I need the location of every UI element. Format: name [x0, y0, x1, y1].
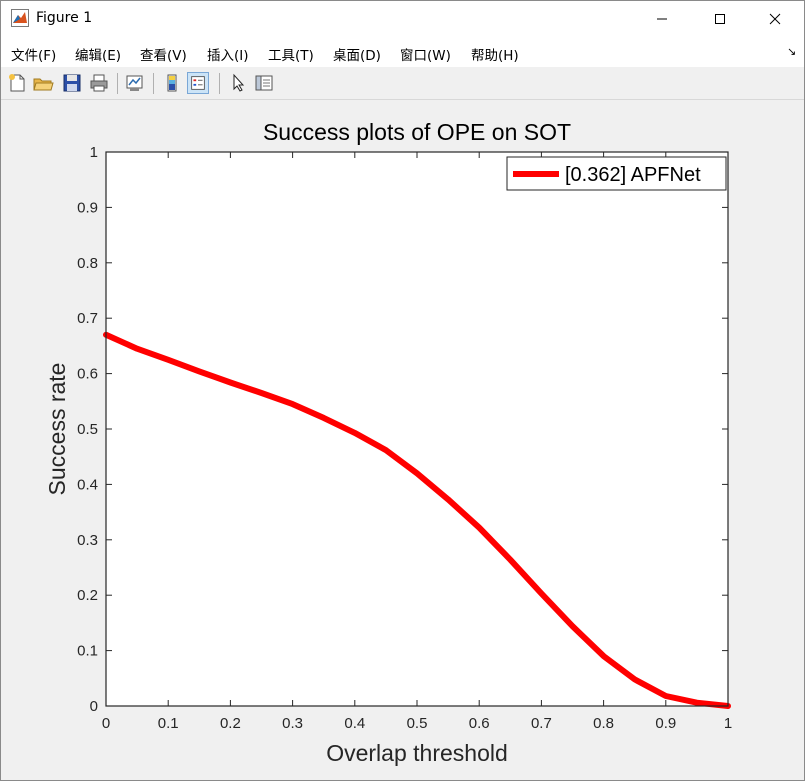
- menu-help[interactable]: 帮助(H): [471, 48, 519, 64]
- colorbar-icon[interactable]: [161, 72, 183, 94]
- x-tick-label: 1: [724, 715, 732, 732]
- chart: 0 0.1 0.2 0.3 0.4 0.5 0.6 0.7 0.8 0.9 1 0 0.1 0.2 0.3 0…: [44, 119, 732, 766]
- y-tick-label: 0.3: [77, 532, 98, 549]
- toolbar: [1, 67, 804, 100]
- axes-background: [106, 152, 728, 706]
- x-tick-label: 0.3: [282, 715, 303, 732]
- toolbar-separator: [117, 73, 118, 94]
- new-figure-icon[interactable]: [6, 72, 28, 94]
- link-plot-icon[interactable]: [124, 72, 146, 94]
- menu-file[interactable]: 文件(F): [11, 48, 57, 64]
- pointer-icon[interactable]: [227, 72, 249, 94]
- menu-desktop[interactable]: 桌面(D): [333, 48, 381, 64]
- menu-bar: 文件(F) 编辑(E) 查看(V) 插入(I) 工具(T) 桌面(D) 窗口(W…: [1, 37, 804, 67]
- x-tick-label: 0.4: [344, 715, 365, 732]
- open-file-icon[interactable]: [32, 72, 54, 94]
- x-tick-label: 0.9: [655, 715, 676, 732]
- print-icon[interactable]: [88, 72, 110, 94]
- menu-tools[interactable]: 工具(T): [268, 48, 314, 64]
- menu-insert[interactable]: 插入(I): [207, 48, 249, 64]
- x-tick-label: 0: [102, 715, 110, 732]
- y-tick-label: 0.9: [77, 199, 98, 216]
- y-tick-label: 0.5: [77, 421, 98, 438]
- figure-canvas: 0 0.1 0.2 0.3 0.4 0.5 0.6 0.7 0.8 0.9 1 0 0.1 0.2 0.3 0…: [1, 101, 804, 780]
- y-tick-label: 0: [90, 698, 98, 715]
- close-icon: [769, 13, 781, 25]
- close-button[interactable]: [746, 1, 804, 37]
- series-line-apfnet: [103, 331, 731, 709]
- chart-title: Success plots of OPE on SOT: [263, 119, 571, 145]
- axes-box: [105, 151, 729, 707]
- y-axis-label: Success rate: [44, 363, 70, 496]
- y-tick-label: 0.2: [77, 587, 98, 604]
- legend-entry-apfnet: [0.362] APFNet: [565, 164, 701, 186]
- matlab-logo-icon: [11, 9, 29, 27]
- legend[interactable]: [0.362] APFNet: [506, 156, 727, 191]
- x-tick-label: 0.7: [531, 715, 552, 732]
- toolbar-separator: [219, 73, 220, 94]
- menu-window[interactable]: 窗口(W): [400, 48, 451, 64]
- maximize-icon: [715, 14, 725, 24]
- x-tick-label: 0.1: [158, 715, 179, 732]
- x-tick-label: 0.6: [469, 715, 490, 732]
- title-bar[interactable]: Figure 1: [1, 1, 804, 37]
- property-inspector-icon[interactable]: [253, 72, 275, 94]
- y-tick-label: 0.4: [77, 476, 98, 493]
- toolbar-separator: [153, 73, 154, 94]
- minimize-button[interactable]: [633, 1, 691, 37]
- menu-edit[interactable]: 编辑(E): [75, 48, 122, 64]
- y-tick-label: 0.7: [77, 310, 98, 327]
- y-tick-label: 1: [90, 144, 98, 161]
- window-title: Figure 1: [36, 10, 93, 26]
- legend-icon[interactable]: [187, 72, 209, 94]
- menu-overflow-icon[interactable]: ↘: [787, 45, 797, 58]
- y-tick-label: 0.1: [77, 643, 98, 660]
- save-icon[interactable]: [61, 72, 83, 94]
- maximize-button[interactable]: [691, 1, 749, 37]
- x-tick-label: 0.2: [220, 715, 241, 732]
- menu-view[interactable]: 查看(V): [140, 48, 187, 64]
- x-tick-label: 0.5: [407, 715, 428, 732]
- y-tick-label: 0.6: [77, 366, 98, 383]
- x-tick-label: 0.8: [593, 715, 614, 732]
- x-axis-label: Overlap threshold: [326, 740, 508, 766]
- minimize-icon: [657, 18, 667, 20]
- y-tick-label: 0.8: [77, 255, 98, 272]
